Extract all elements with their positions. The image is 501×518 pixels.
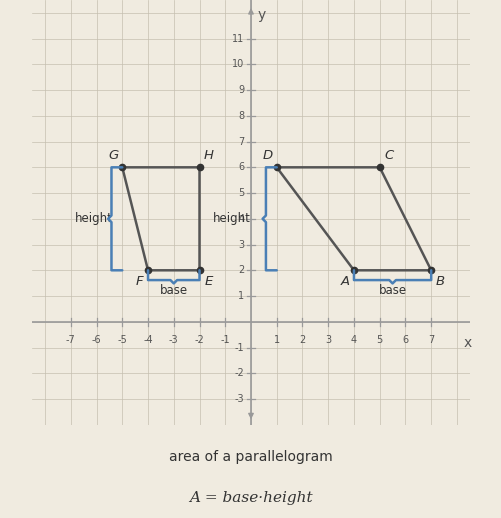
Text: height: height	[75, 212, 113, 225]
Text: y: y	[257, 8, 265, 22]
Text: -6: -6	[92, 335, 101, 344]
Text: 2: 2	[238, 265, 244, 275]
Text: x: x	[462, 336, 470, 350]
Text: 1: 1	[273, 335, 279, 344]
Text: F: F	[135, 276, 143, 289]
Text: 1: 1	[238, 291, 244, 301]
Text: 2: 2	[299, 335, 305, 344]
Text: -2: -2	[234, 368, 244, 378]
Text: 4: 4	[238, 214, 244, 224]
Text: -5: -5	[117, 335, 127, 344]
Text: 6: 6	[238, 162, 244, 172]
Text: E: E	[204, 276, 212, 289]
Text: 5: 5	[238, 188, 244, 198]
Text: base: base	[378, 284, 406, 297]
Text: A: A	[340, 276, 349, 289]
Text: 4: 4	[350, 335, 356, 344]
Text: D: D	[262, 149, 273, 162]
Text: -2: -2	[194, 335, 204, 344]
Text: 10: 10	[232, 60, 244, 69]
Text: -3: -3	[234, 394, 244, 404]
Text: 9: 9	[238, 85, 244, 95]
Text: -3: -3	[169, 335, 178, 344]
Text: -7: -7	[66, 335, 76, 344]
Text: height: height	[213, 212, 250, 225]
Text: 8: 8	[238, 111, 244, 121]
Text: 7: 7	[238, 137, 244, 147]
Text: A = base·height: A = base·height	[189, 492, 312, 506]
Text: 3: 3	[325, 335, 331, 344]
Text: -1: -1	[234, 342, 244, 353]
Text: 5: 5	[376, 335, 382, 344]
Text: -4: -4	[143, 335, 152, 344]
Text: 6: 6	[402, 335, 408, 344]
Text: H: H	[203, 149, 213, 162]
Text: 11: 11	[232, 34, 244, 44]
Text: 7: 7	[427, 335, 433, 344]
Text: G: G	[108, 149, 118, 162]
Text: area of a parallelogram: area of a parallelogram	[169, 450, 332, 464]
Text: B: B	[435, 276, 444, 289]
Text: C: C	[383, 149, 393, 162]
Text: base: base	[159, 284, 187, 297]
Text: -1: -1	[220, 335, 229, 344]
Text: 3: 3	[238, 239, 244, 250]
